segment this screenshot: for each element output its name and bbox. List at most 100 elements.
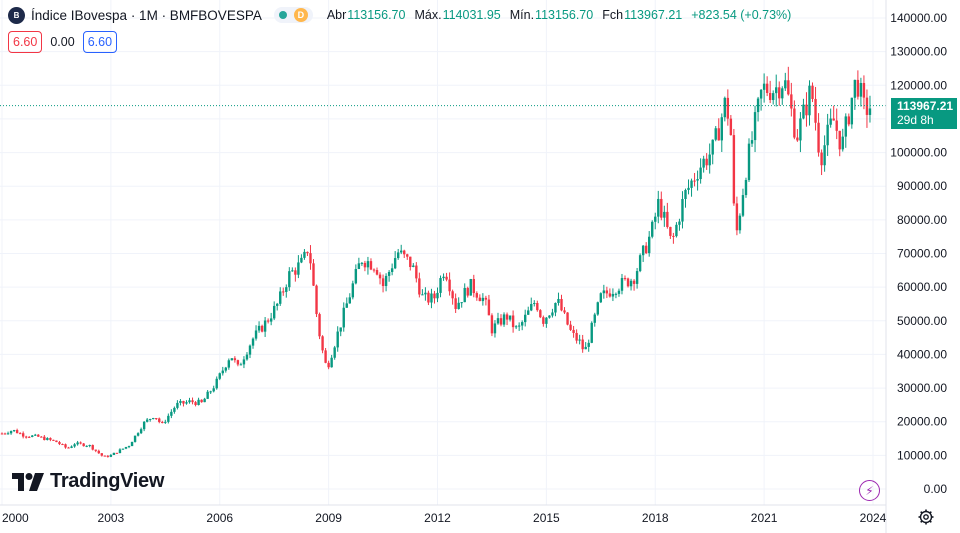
close-value: 113967.21	[624, 8, 683, 22]
candle-body	[808, 85, 811, 116]
candle-body	[620, 278, 624, 291]
open-label: Abr	[326, 8, 347, 22]
candle-body	[324, 350, 327, 363]
gear-icon[interactable]	[918, 509, 934, 525]
candle-body	[185, 402, 188, 404]
candle-body	[599, 293, 603, 303]
candle-body	[194, 402, 197, 405]
candle-body	[55, 440, 58, 443]
candle-body	[778, 87, 781, 99]
candle-body	[12, 430, 16, 432]
candle-body	[859, 82, 863, 97]
candle-body	[708, 154, 711, 166]
candle-body	[103, 455, 107, 457]
candle-body	[472, 279, 475, 294]
candle-body	[257, 325, 261, 331]
candle-body	[215, 378, 218, 389]
symbol-badge[interactable]: B	[8, 6, 25, 24]
candle-body	[493, 323, 497, 334]
candle-body	[230, 358, 234, 361]
tradingview-logo-icon	[12, 472, 44, 491]
candle-body	[127, 446, 131, 448]
candle-body	[306, 251, 309, 254]
candle-body	[669, 226, 672, 236]
candle-body	[85, 445, 88, 447]
candle-body	[269, 318, 273, 322]
candle-body	[744, 179, 748, 196]
candle-body	[693, 180, 696, 182]
candle-body	[735, 203, 739, 231]
candle-body	[182, 400, 185, 404]
candle-body	[811, 85, 814, 99]
candle-body	[602, 290, 606, 294]
candle-body	[224, 367, 227, 371]
market-status[interactable]: D	[273, 7, 313, 23]
candle-body	[300, 257, 303, 263]
symbol-title[interactable]: Índice IBovespa · 1M · BMFBOVESPA	[31, 7, 262, 23]
candle-body	[366, 261, 370, 268]
candle-body	[502, 314, 506, 325]
candle-body	[463, 287, 466, 303]
y-tick-label: 100000.00	[890, 146, 947, 160]
candle-body	[787, 80, 790, 95]
candle-body	[46, 438, 49, 441]
candle-body	[714, 128, 717, 140]
candle-body	[200, 399, 203, 403]
candle-body	[130, 441, 134, 447]
candle-body	[360, 262, 364, 264]
time-axis: 2000 2003 2006 2009 2012 2015 2018 2021 2024	[0, 504, 887, 525]
candle-body	[796, 137, 799, 141]
candle-body	[563, 310, 566, 313]
candle-body	[387, 271, 391, 276]
candle-body	[454, 298, 457, 309]
candle-body	[648, 236, 651, 254]
candle-body	[527, 310, 530, 315]
candle-body	[750, 140, 754, 144]
tradingview-logo-text: TradingView	[50, 470, 165, 492]
tradingview-logo[interactable]: TradingView	[12, 470, 164, 493]
candle-body	[248, 345, 252, 355]
candle-body	[847, 116, 851, 125]
candle-body	[868, 108, 872, 115]
y-tick-label: 120000.00	[890, 78, 947, 92]
candle-body	[209, 391, 212, 393]
candle-body	[97, 450, 100, 454]
candle-body	[638, 255, 642, 272]
candle-body	[421, 294, 424, 296]
lightning-icon[interactable]: ⚡︎	[859, 480, 880, 501]
candle-body	[675, 224, 678, 237]
candle-body	[330, 357, 333, 368]
candle-body	[790, 94, 793, 109]
indicator-right-value[interactable]: 6.60	[82, 31, 118, 53]
candle-body	[829, 118, 832, 125]
candle-body	[427, 292, 430, 303]
candle-body	[681, 199, 684, 222]
candle-body	[260, 325, 264, 332]
candle-body	[799, 118, 802, 141]
candle-body	[239, 364, 243, 366]
candle-body	[536, 303, 539, 311]
candle-body	[15, 430, 19, 434]
candle-body	[623, 278, 627, 280]
candle-body	[784, 80, 787, 89]
candle-body	[345, 303, 348, 308]
candle-body	[145, 419, 149, 422]
y-tick-label: 90000.00	[897, 179, 947, 193]
indicator-left-value[interactable]: 6.60	[8, 31, 43, 53]
candle-body	[40, 436, 43, 438]
candle-body	[442, 276, 445, 279]
candle-body	[478, 297, 482, 302]
candle-body	[381, 278, 385, 287]
candle-body	[475, 293, 479, 298]
low-value: 113156.70	[535, 8, 594, 22]
candle-body	[690, 180, 693, 188]
candle-body	[729, 118, 733, 136]
candle-body	[6, 433, 10, 435]
candle-body	[424, 292, 427, 295]
candle-body	[802, 104, 805, 119]
high-label: Máx.	[414, 8, 442, 22]
candle-body	[593, 314, 596, 323]
candle-body	[315, 285, 318, 315]
candle-body	[850, 97, 854, 125]
